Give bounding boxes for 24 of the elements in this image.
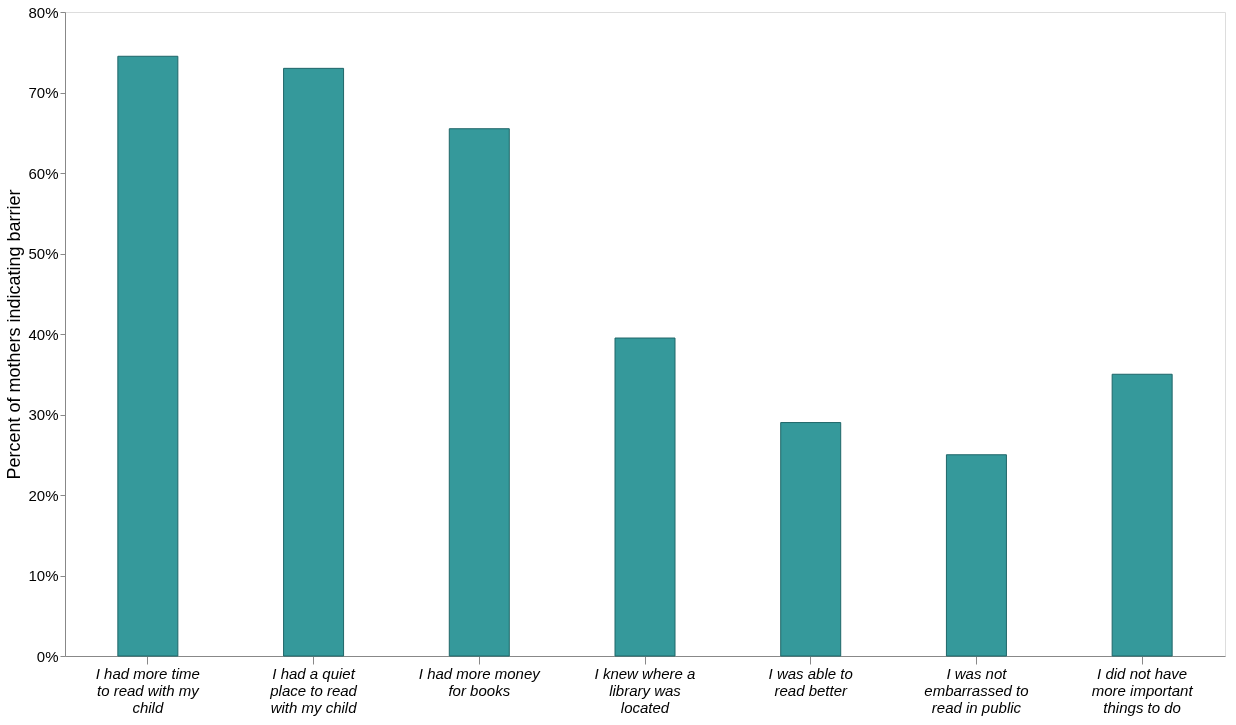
y-tick-label: 20% xyxy=(28,486,59,504)
y-tick-label: 30% xyxy=(28,406,59,423)
bar xyxy=(448,128,510,657)
y-tick-label: 50% xyxy=(28,245,59,262)
y-axis-title: Percent of mothers indicating barrier xyxy=(4,189,25,480)
x-tick-label: I had more time to read with my child xyxy=(95,664,201,716)
y-tick-label: 80% xyxy=(28,3,59,21)
x-tick-label: I did not have more important things to do xyxy=(1091,664,1194,716)
x-tick-label: I had a quiet place to read with my child xyxy=(269,664,358,716)
y-tick-label: 0% xyxy=(36,647,59,665)
y-tick-label: 70% xyxy=(28,84,59,101)
y-tick-label: 60% xyxy=(28,164,59,182)
y-tick-label: 40% xyxy=(28,325,59,343)
x-tick-label: I knew where a library was located xyxy=(594,664,696,716)
bar xyxy=(780,422,842,657)
bar xyxy=(945,454,1007,657)
x-tick-label: I was able to read better xyxy=(768,664,853,699)
x-tick-label: I was not embarrassed to read in public xyxy=(924,664,1029,716)
bar xyxy=(283,67,345,657)
y-tick-label: 10% xyxy=(28,567,59,584)
bar xyxy=(614,337,676,657)
bar xyxy=(1111,373,1173,657)
x-tick-label: I had more money for books xyxy=(418,664,542,699)
bar xyxy=(117,55,179,657)
